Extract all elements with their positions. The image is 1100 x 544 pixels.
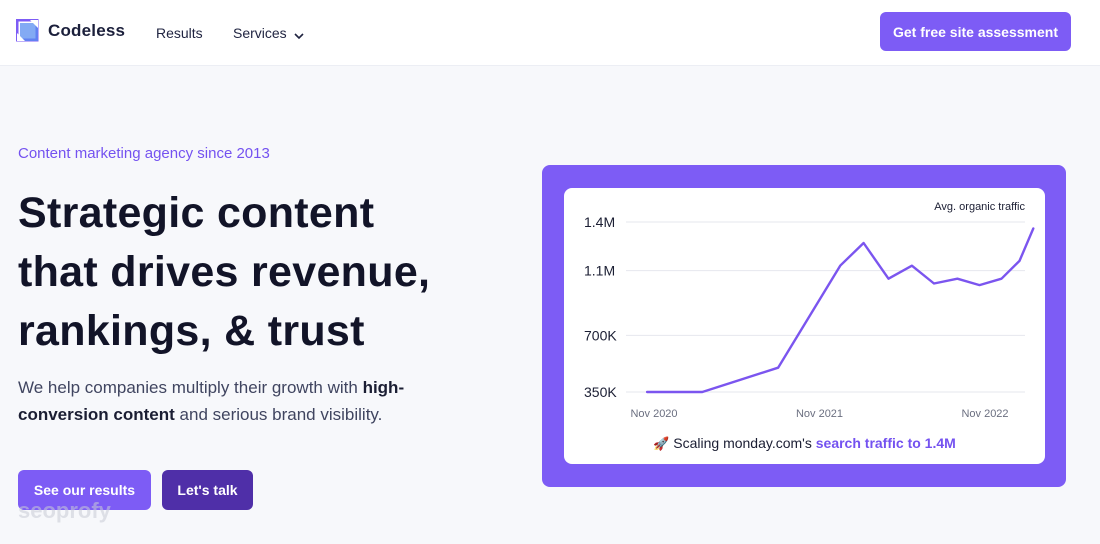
traffic-chart-card: 1.4M 1.1M 700K 350K Nov 2020 Nov 2021 Nov 2022… xyxy=(564,188,1045,464)
chart-caption: 🚀 Scaling monday.com's search traffic to… xyxy=(564,435,1045,452)
series-line xyxy=(645,227,1035,394)
see-our-results-button[interactable]: See our results xyxy=(18,470,151,510)
lets-talk-button[interactable]: Let's talk xyxy=(162,470,253,510)
subtext-bold: high-conversion content xyxy=(18,378,405,424)
seoprofy-watermark: seoprofy xyxy=(18,498,111,523)
chevron-down-icon xyxy=(294,28,304,40)
traffic-chart: 1.4M 1.1M 700K 350K Nov 2020 Nov 2021 Nov 2022… xyxy=(584,201,1035,420)
x-tick-label: Nov 2021 xyxy=(796,408,843,420)
hero-subtext: We help companies multiply their growth … xyxy=(18,374,458,428)
x-tick-label: Nov 2020 xyxy=(630,408,677,420)
hero-eyebrow: Content marketing agency since 2013 xyxy=(18,145,270,162)
rocket-icon: 🚀 xyxy=(653,436,670,451)
legend-label: Avg. organic traffic xyxy=(934,201,1025,213)
get-free-assessment-button[interactable]: Get free site assessment xyxy=(880,12,1071,51)
y-tick-label: 700K xyxy=(584,327,617,343)
codeless-logo-icon xyxy=(15,18,40,43)
brand-logo[interactable]: Codeless xyxy=(15,18,126,43)
nav-results-link[interactable]: Results xyxy=(156,25,203,41)
headline-line: that drives revenue, xyxy=(18,248,431,296)
caption-text: Scaling monday.com's xyxy=(669,435,816,451)
site-header: Codeless Results Services Get free site … xyxy=(0,0,1100,66)
y-tick-label: 1.4M xyxy=(584,214,615,230)
nav-services-menu[interactable]: Services xyxy=(233,25,304,41)
brand-name: Codeless xyxy=(48,21,126,40)
nav-services-label: Services xyxy=(233,25,287,41)
y-tick-label: 350K xyxy=(584,384,617,400)
subtext-pre: We help companies multiply their growth … xyxy=(18,378,363,397)
caption-highlight: search traffic to 1.4M xyxy=(815,435,956,451)
headline-line: rankings, & trust xyxy=(18,307,365,355)
y-tick-label: 1.1M xyxy=(584,263,615,279)
subtext-post: and serious brand visibility. xyxy=(174,405,383,424)
hero-headline: Strategic content that drives revenue, r… xyxy=(18,184,488,361)
headline-line: Strategic content xyxy=(18,189,375,237)
x-tick-label: Nov 2022 xyxy=(961,408,1008,420)
